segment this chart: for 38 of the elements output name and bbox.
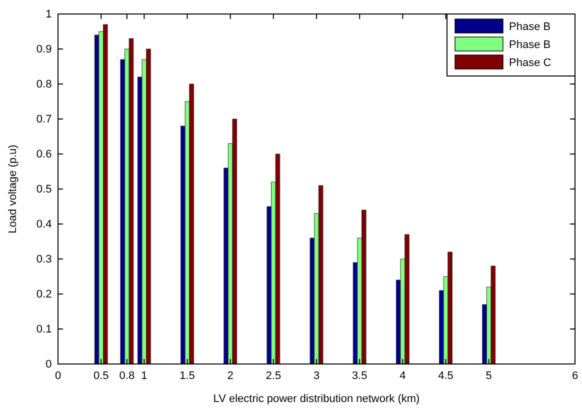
x-tick-label: 0 xyxy=(54,370,62,382)
x-tick-label: 0.5 xyxy=(93,370,109,382)
y-tick-label: 0.9 xyxy=(36,44,52,56)
bar xyxy=(448,252,452,364)
y-tick-label: 0.5 xyxy=(36,184,52,196)
x-axis-title: LV electric power distribution network (km) xyxy=(213,393,420,405)
y-tick-label: 1 xyxy=(46,8,52,21)
x-tick-label: 2 xyxy=(227,370,234,382)
bar xyxy=(361,210,366,364)
bar xyxy=(275,154,280,364)
y-tick-label: 0.6 xyxy=(36,148,52,161)
y-tick-label: 0.8 xyxy=(36,78,52,91)
x-tick-label: 6 xyxy=(572,370,578,382)
y-tick-label: 0.4 xyxy=(36,218,52,231)
bar xyxy=(102,24,108,364)
y-tick-label: 0.7 xyxy=(36,114,52,126)
x-tick-label: 3.5 xyxy=(352,370,368,382)
legend-label: Phase B xyxy=(509,39,551,51)
x-tick-label: 0.8 xyxy=(119,370,135,382)
x-tick-label: 5 xyxy=(486,370,492,382)
bar xyxy=(128,38,134,364)
bar xyxy=(318,185,324,364)
x-tick-label: 3 xyxy=(313,370,320,382)
x-tick-label: 4 xyxy=(400,370,406,382)
x-tick-label: 1 xyxy=(141,370,148,382)
legend-label: Phase B xyxy=(509,21,551,33)
y-tick-label: 0.1 xyxy=(36,324,52,336)
legend-label: Phase C xyxy=(509,57,552,69)
y-tick-label: 0.3 xyxy=(36,254,52,266)
bar xyxy=(232,118,238,364)
x-tick-label: 2.5 xyxy=(266,370,282,382)
bar xyxy=(490,266,496,364)
bar xyxy=(189,84,194,364)
y-axis-title: Load voltage (p.u) xyxy=(7,144,19,234)
x-tick-label: 1.5 xyxy=(180,370,195,382)
y-tick-label: 0.2 xyxy=(36,288,52,301)
y-tick-label: 0 xyxy=(46,358,52,371)
x-tick-label: 4.5 xyxy=(438,370,454,382)
